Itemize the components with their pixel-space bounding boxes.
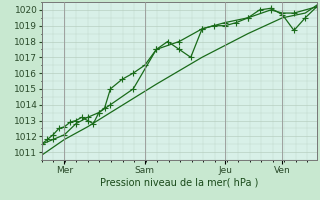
X-axis label: Pression niveau de la mer( hPa ): Pression niveau de la mer( hPa ) (100, 177, 258, 187)
